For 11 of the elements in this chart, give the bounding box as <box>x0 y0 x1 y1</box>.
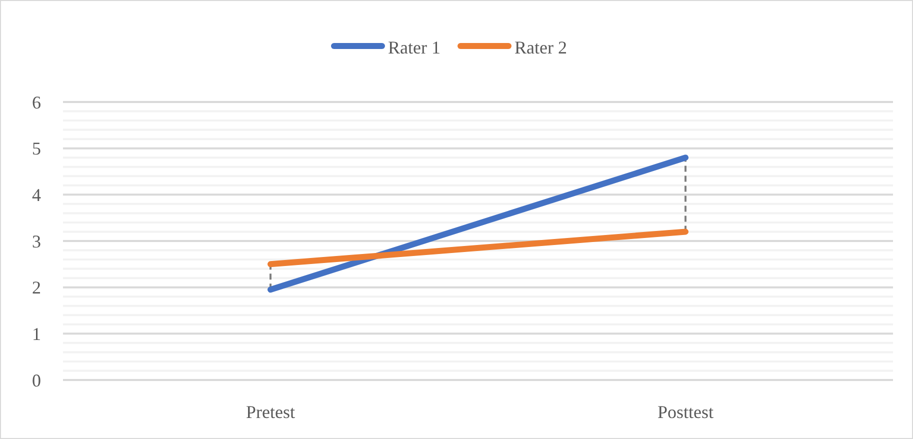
y-tick-label: 2 <box>32 278 41 298</box>
y-tick-label: 5 <box>32 138 41 159</box>
legend-label: Rater 1 <box>388 37 440 58</box>
y-tick-label: 1 <box>32 324 41 344</box>
legend-label: Rater 2 <box>514 37 567 58</box>
x-tick-label: Pretest <box>246 402 295 422</box>
y-tick-label: 6 <box>32 92 41 112</box>
y-tick-label: 4 <box>32 184 41 205</box>
x-tick-label: Posttest <box>657 402 714 422</box>
y-tick-label: 3 <box>32 231 41 252</box>
y-tick-label: 0 <box>32 370 41 390</box>
